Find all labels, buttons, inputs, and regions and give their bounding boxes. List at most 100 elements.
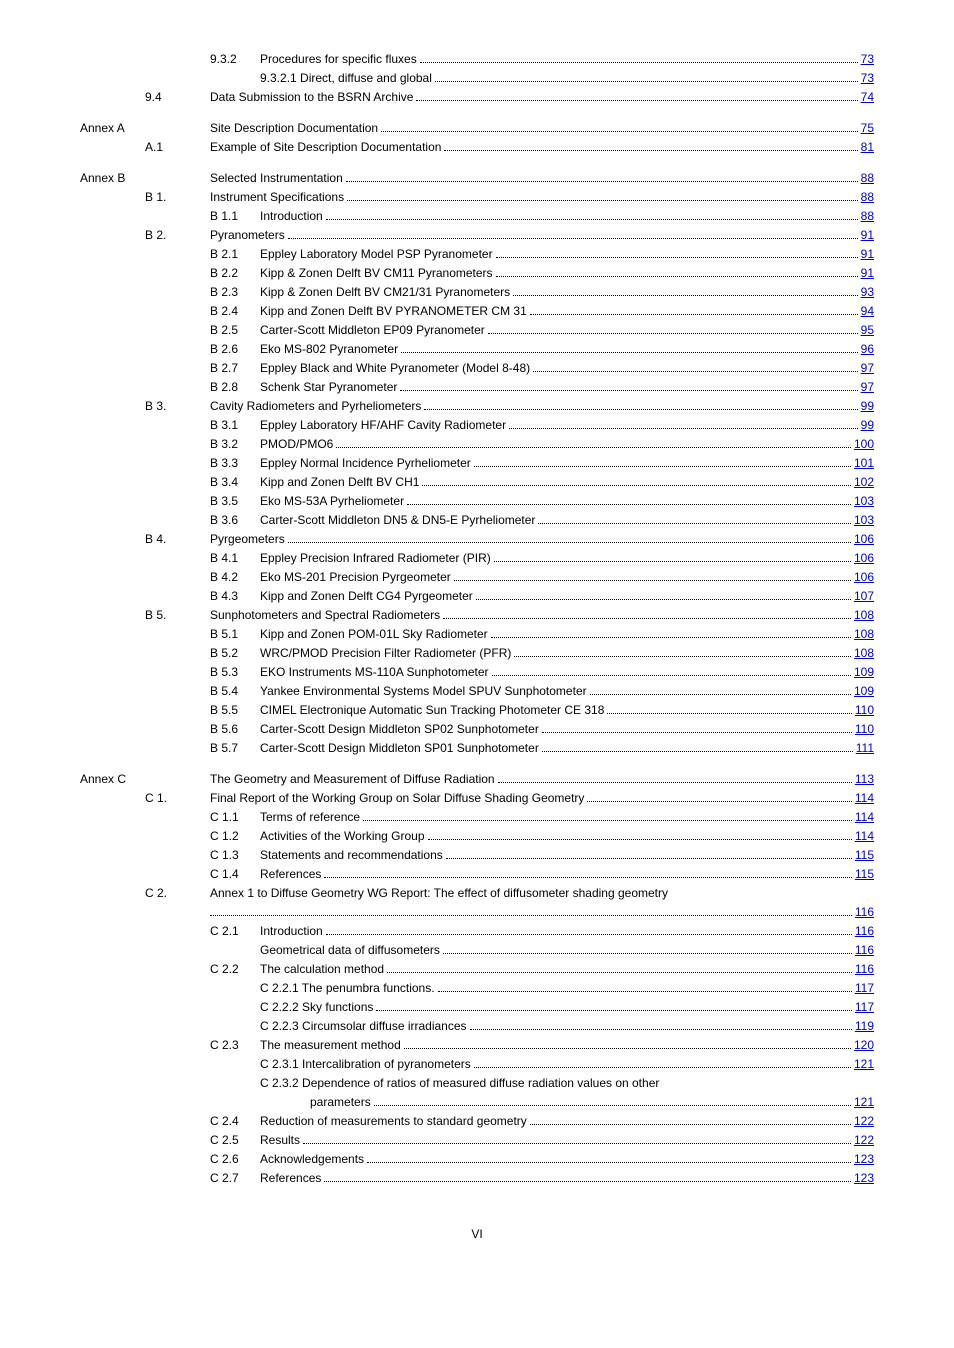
toc-leader-dots — [443, 953, 852, 954]
toc-page-link[interactable]: 115 — [855, 846, 874, 864]
toc-entry: B 5.3EKO Instruments MS-110A Sunphotomet… — [80, 663, 874, 681]
toc-page-link[interactable]: 88 — [861, 169, 874, 187]
toc-page-link[interactable]: 114 — [855, 808, 874, 826]
toc-page-link[interactable]: 99 — [861, 416, 874, 434]
toc-entry: C 1.1Terms of reference114 — [80, 808, 874, 826]
toc-entry-number: B 5.1 — [210, 625, 260, 643]
toc-entry: A.1Example of Site Description Documenta… — [80, 138, 874, 156]
toc-entry-number: C 2.1 — [210, 922, 260, 940]
toc-page-link[interactable]: 81 — [861, 138, 874, 156]
toc-leader-dots — [509, 428, 858, 429]
toc-entry: C 2.4Reduction of measurements to standa… — [80, 1112, 874, 1130]
toc-page-link[interactable]: 108 — [854, 606, 874, 624]
toc-page-link[interactable]: 113 — [855, 770, 874, 788]
toc-page-link[interactable]: 119 — [855, 1017, 874, 1035]
toc-entry-title: Kipp and Zonen POM-01L Sky Radiometer — [260, 625, 488, 643]
toc-leader-dots — [533, 371, 858, 372]
toc-page-link[interactable]: 88 — [861, 188, 874, 206]
toc-page-link[interactable]: 106 — [854, 530, 874, 548]
toc-entry: B 2.2Kipp & Zonen Delft BV CM11 Pyranome… — [80, 264, 874, 282]
toc-entry: C 1.4References115 — [80, 865, 874, 883]
toc-leader-dots — [424, 409, 857, 410]
toc-leader-dots — [492, 675, 851, 676]
toc-entry: B 4.2Eko MS-201 Precision Pyrgeometer106 — [80, 568, 874, 586]
toc-page-link[interactable]: 110 — [855, 720, 874, 738]
toc-page-link[interactable]: 115 — [855, 865, 874, 883]
toc-page-link[interactable]: 102 — [854, 473, 874, 491]
toc-page-link[interactable]: 100 — [854, 435, 874, 453]
toc-page-link[interactable]: 101 — [854, 454, 874, 472]
toc-entry-number: C 2.4 — [210, 1112, 260, 1130]
toc-entry-title: The measurement method — [260, 1036, 401, 1054]
toc-entry-title: Statements and recommendations — [260, 846, 443, 864]
toc-page-link[interactable]: 91 — [861, 245, 874, 263]
toc-page-link[interactable]: 109 — [854, 682, 874, 700]
toc-leader-dots — [446, 858, 852, 859]
toc-page-link[interactable]: 114 — [855, 789, 874, 807]
toc-page-link[interactable]: 73 — [861, 69, 874, 87]
toc-page-link[interactable]: 75 — [861, 119, 874, 137]
toc-leader-dots — [336, 447, 851, 448]
toc-leader-dots — [590, 694, 851, 695]
toc-page-link[interactable]: 122 — [854, 1131, 874, 1149]
toc-page-link[interactable]: 91 — [861, 226, 874, 244]
toc-page-link[interactable]: 106 — [854, 568, 874, 586]
toc-page-link[interactable]: 103 — [854, 492, 874, 510]
toc-page-link[interactable]: 95 — [861, 321, 874, 339]
toc-page-link[interactable]: 117 — [855, 998, 874, 1016]
toc-page-link[interactable]: 88 — [861, 207, 874, 225]
toc-entry-number: B 3.5 — [210, 492, 260, 510]
toc-entry-title: WRC/PMOD Precision Filter Radiometer (PF… — [260, 644, 511, 662]
toc-entry-title: 9.3.2.1 Direct, diffuse and global — [260, 69, 432, 87]
toc-page-link[interactable]: 120 — [854, 1036, 874, 1054]
toc-page-link[interactable]: 123 — [854, 1169, 874, 1187]
toc-page-link[interactable]: 93 — [861, 283, 874, 301]
toc-entry-title: Kipp & Zonen Delft BV CM11 Pyranometers — [260, 264, 493, 282]
toc-page-link[interactable]: 103 — [854, 511, 874, 529]
toc-entry-title: Data Submission to the BSRN Archive — [210, 88, 413, 106]
toc-entry-number: B 5.6 — [210, 720, 260, 738]
toc-entry-number: Annex C — [80, 770, 210, 788]
toc-entry-number: C 1. — [145, 789, 210, 807]
toc-entry: B 3.3Eppley Normal Incidence Pyrheliomet… — [80, 454, 874, 472]
toc-page-link[interactable]: 73 — [861, 50, 874, 68]
toc-page-link[interactable]: 99 — [861, 397, 874, 415]
toc-page-link[interactable]: 91 — [861, 264, 874, 282]
toc-entry-number: B 5.5 — [210, 701, 260, 719]
toc-leader-dots — [416, 100, 857, 101]
toc-page-link[interactable]: 97 — [861, 359, 874, 377]
toc-entry-title: Example of Site Description Documentatio… — [210, 138, 441, 156]
toc-entry: B 5.7Carter-Scott Design Middleton SP01 … — [80, 739, 874, 757]
toc-page-link[interactable]: 116 — [855, 903, 874, 921]
toc-page-link[interactable]: 97 — [861, 378, 874, 396]
toc-page-link[interactable]: 110 — [855, 701, 874, 719]
toc-page-link[interactable]: 106 — [854, 549, 874, 567]
toc-entry-title: Carter-Scott Design Middleton SP01 Sunph… — [260, 739, 539, 757]
toc-page-link[interactable]: 96 — [861, 340, 874, 358]
toc-leader-dots — [288, 238, 858, 239]
toc-entry-title: Kipp and Zonen Delft BV CH1 — [260, 473, 419, 491]
toc-page-link[interactable]: 109 — [854, 663, 874, 681]
toc-leader-dots — [444, 150, 857, 151]
toc-page-link[interactable]: 116 — [855, 960, 874, 978]
toc-leader-dots — [326, 219, 858, 220]
toc-entry-title: Eppley Laboratory HF/AHF Cavity Radiomet… — [260, 416, 506, 434]
toc-page-link[interactable]: 116 — [855, 941, 874, 959]
toc-entry: B 3.4Kipp and Zonen Delft BV CH1102 — [80, 473, 874, 491]
toc-page-link[interactable]: 122 — [854, 1112, 874, 1130]
toc-page-link[interactable]: 94 — [861, 302, 874, 320]
toc-page-link[interactable]: 116 — [855, 922, 874, 940]
toc-page-link[interactable]: 117 — [855, 979, 874, 997]
toc-page-link[interactable]: 107 — [854, 587, 874, 605]
toc-page-link[interactable]: 108 — [854, 625, 874, 643]
toc-page-link[interactable]: 121 — [854, 1055, 874, 1073]
toc-page-link[interactable]: 111 — [856, 739, 874, 757]
toc-entry-number: B 1. — [145, 188, 210, 206]
toc-page-link[interactable]: 108 — [854, 644, 874, 662]
toc-page-link[interactable]: 123 — [854, 1150, 874, 1168]
toc-entry-title: Carter-Scott Design Middleton SP02 Sunph… — [260, 720, 539, 738]
toc-entry-title: Carter-Scott Middleton EP09 Pyranometer — [260, 321, 485, 339]
toc-page-link[interactable]: 114 — [855, 827, 874, 845]
toc-page-link[interactable]: 121 — [854, 1093, 874, 1111]
toc-page-link[interactable]: 74 — [861, 88, 874, 106]
